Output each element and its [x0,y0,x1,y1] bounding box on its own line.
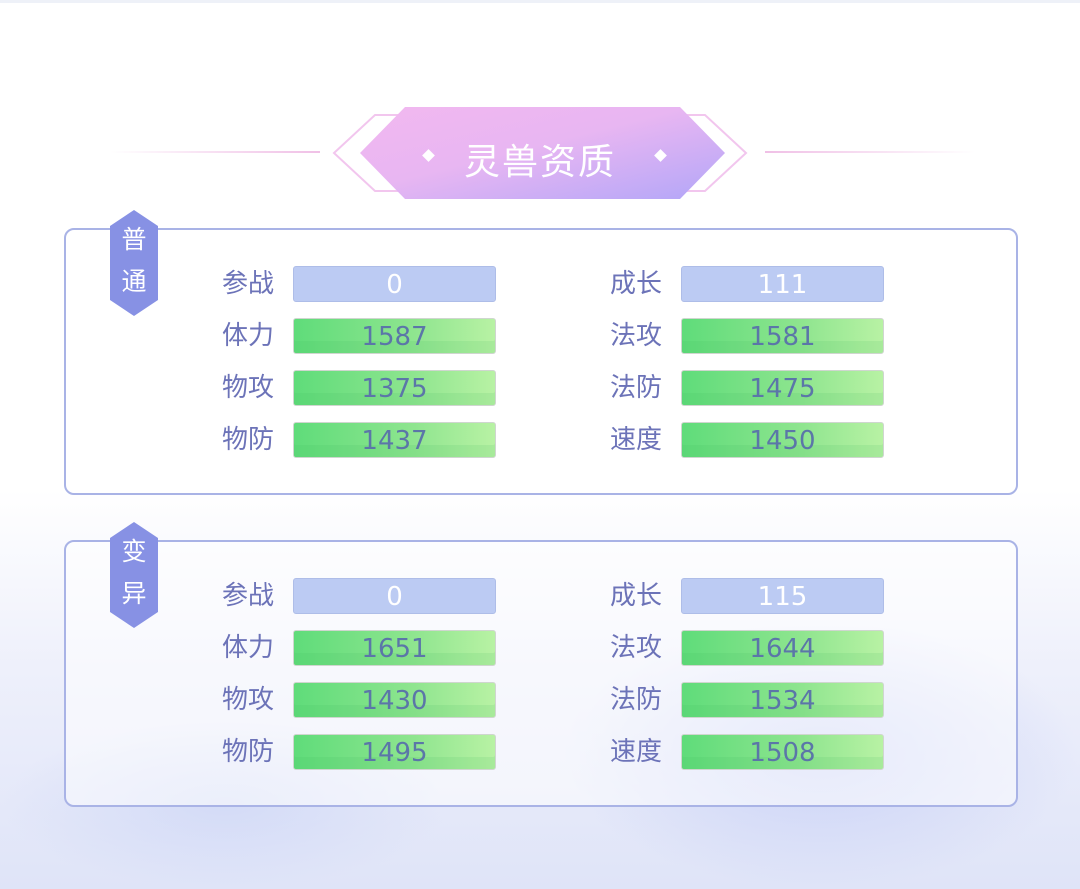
title-line-right [765,151,975,153]
stat-value-bar: 0 [293,266,496,302]
stat-value-bar: 1644 [681,630,884,666]
section-badge: 变异 [110,522,158,628]
stat-value-bar: 1587 [293,318,496,354]
stat-label: 体力 [222,321,275,351]
stat-value-bar: 0 [293,578,496,614]
page-title: 灵兽资质 [463,142,616,183]
stat-value-bar: 115 [681,578,884,614]
top-divider [0,0,1080,3]
stat-label: 法攻 [610,633,663,663]
stat-value-bar: 1495 [293,734,496,770]
stat-value-bar: 1581 [681,318,884,354]
title-banner: 灵兽资质 [330,105,750,200]
stat-label: 参战 [222,269,275,299]
stat-value-bar: 1475 [681,370,884,406]
title-line-left [110,151,320,153]
stat-label: 物攻 [222,685,275,715]
stat-value-bar: 1508 [681,734,884,770]
stat-label: 法攻 [610,321,663,351]
stat-value-bar: 1375 [293,370,496,406]
stat-value-bar: 1450 [681,422,884,458]
stat-label: 法防 [610,685,663,715]
badge-char: 变 [121,537,147,566]
stat-value-bar: 1437 [293,422,496,458]
stat-value-bar: 1651 [293,630,496,666]
stat-label: 法防 [610,373,663,403]
stat-label: 物防 [222,425,275,455]
stat-label: 参战 [222,581,275,611]
title-banner-shape [332,107,748,199]
stat-label: 速度 [610,425,663,455]
badge-char: 普 [121,225,147,254]
stat-label: 速度 [610,737,663,767]
stat-label: 成长 [610,581,663,611]
stat-label: 成长 [610,269,663,299]
stat-value-bar: 1430 [293,682,496,718]
section-badge: 普通 [110,210,158,316]
stat-value-bar: 1534 [681,682,884,718]
badge-char: 通 [121,267,147,296]
stat-label: 物防 [222,737,275,767]
stat-label: 体力 [222,633,275,663]
stat-label: 物攻 [222,373,275,403]
badge-char: 异 [121,579,147,608]
stat-value-bar: 111 [681,266,884,302]
